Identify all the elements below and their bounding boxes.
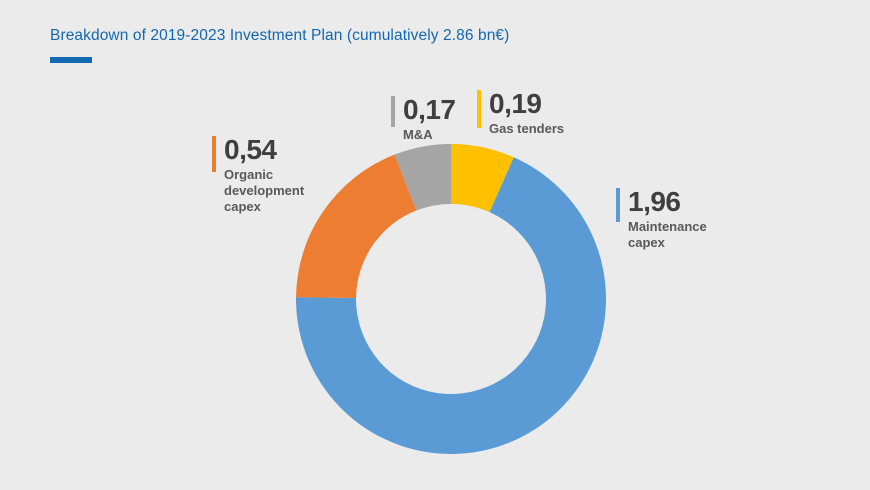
donut-segment-m-a <box>394 144 451 211</box>
donut-segment-organic-development-capex <box>296 154 417 298</box>
chart-title: Breakdown of 2019-2023 Investment Plan (… <box>50 27 510 44</box>
maintenance-tick-bar <box>616 188 620 222</box>
donut-segment-maintenance-capex <box>296 157 607 455</box>
organic-name: Organic development capex <box>224 167 305 214</box>
organic-value: 0,54 <box>224 134 277 165</box>
label-mna: 0,17 M&A <box>391 96 456 143</box>
mna-name: M&A <box>403 127 433 142</box>
gas-tenders-name: Gas tenders <box>489 121 565 136</box>
maintenance-value: 1,96 <box>628 186 681 217</box>
label-organic-development-capex: 0,54 Organic development capex <box>212 136 304 215</box>
mna-tick-bar <box>391 96 395 127</box>
organic-tick-bar <box>212 136 216 172</box>
gas-tenders-value: 0,19 <box>489 88 542 119</box>
donut-segment-gas-tenders <box>451 144 514 213</box>
gas-tenders-tick-bar <box>477 90 481 128</box>
mna-value: 0,17 <box>403 94 456 125</box>
maintenance-name: Maintenance capex <box>628 219 707 250</box>
title-accent-bar <box>50 57 92 63</box>
label-gas-tenders: 0,19 Gas tenders <box>477 90 564 137</box>
label-maintenance-capex: 1,96 Maintenance capex <box>616 188 707 251</box>
